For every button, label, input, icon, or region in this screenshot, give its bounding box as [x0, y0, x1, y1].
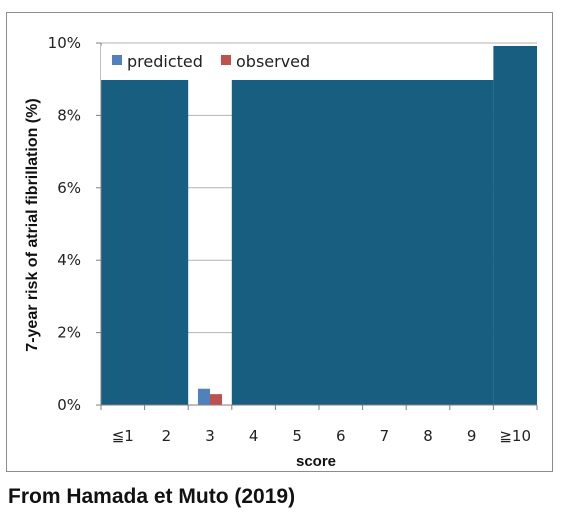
y-tick-label: 8%: [57, 106, 81, 124]
x-axis-title: score: [296, 453, 336, 470]
bar-chart: 0% 2% 4% 6% 8% 10% ≦1 2 3 4 5 6 7 8 9 ≧10 predicted ob…: [24, 34, 538, 470]
bar-predicted: [198, 388, 210, 405]
data-bars: [198, 388, 222, 405]
x-tick-label: ≦1: [112, 427, 134, 445]
x-tick-label: 9: [467, 427, 477, 445]
bar-observed: [210, 394, 222, 405]
legend-label-predicted: predicted: [127, 52, 203, 71]
source-caption: From Hamada et Muto (2019): [8, 485, 296, 508]
x-tick-labels: ≦1 2 3 4 5 6 7 8 9 ≧10: [112, 427, 531, 445]
x-tick-label: 4: [249, 427, 259, 445]
legend-swatch-predicted: [112, 55, 122, 65]
y-tick-labels: 0% 2% 4% 6% 8% 10%: [48, 34, 81, 414]
y-axis-title: 7-year risk of atrial fibrillation (%): [24, 98, 41, 351]
legend-label-observed: observed: [236, 52, 310, 71]
legend-swatch-observed: [221, 55, 231, 65]
occluding-rectangles: [101, 46, 537, 405]
x-tick-label: 7: [380, 427, 390, 445]
occluding-rectangle: [101, 80, 189, 405]
y-tick-label: 0%: [57, 396, 81, 414]
x-tick-label: 8: [423, 427, 433, 445]
legend: predicted observed: [101, 46, 467, 80]
y-tick-label: 4%: [57, 251, 81, 269]
y-tick-label: 6%: [57, 179, 81, 197]
x-tick-label: 2: [162, 427, 172, 445]
legend-background: [101, 46, 467, 80]
x-tick-label: 5: [292, 427, 302, 445]
axes: [100, 43, 538, 410]
x-tick-label: 6: [336, 427, 346, 445]
y-tick-label: 10%: [48, 34, 81, 52]
occluding-rectangle: [493, 46, 537, 405]
y-tick-label: 2%: [57, 324, 81, 342]
x-tick-label: ≧10: [499, 427, 531, 445]
occluding-rectangle: [231, 80, 494, 405]
x-tick-label: 3: [205, 427, 215, 445]
